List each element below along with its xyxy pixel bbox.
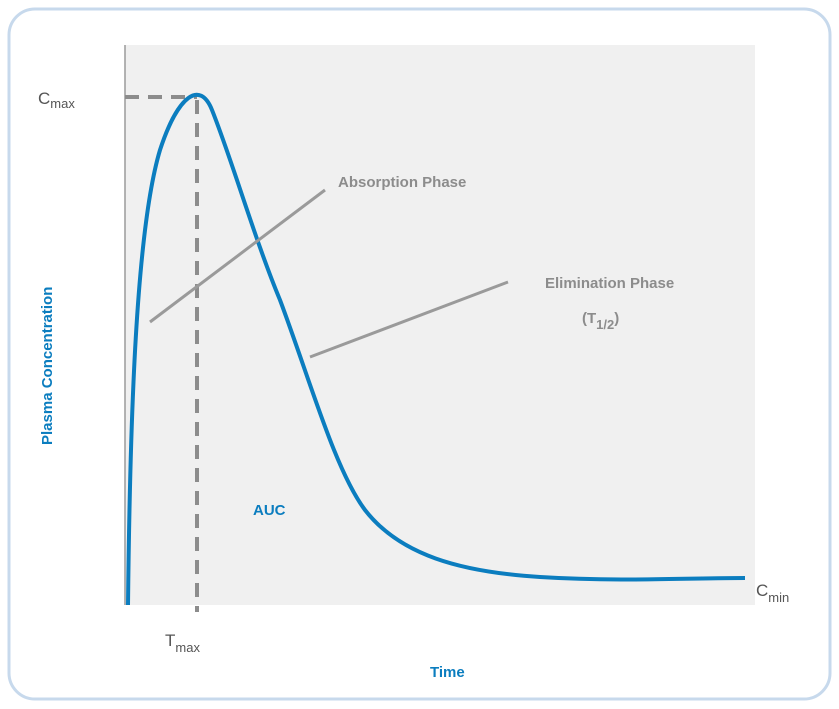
half-life-sub: 1/2	[596, 317, 614, 332]
cmax-symbol: C	[38, 89, 50, 108]
plot-area	[125, 45, 755, 605]
elimination-pointer	[309, 280, 509, 359]
tmax-sub: max	[175, 640, 200, 655]
absorption-label: Absorption Phase	[338, 174, 466, 191]
y-axis-label: Plasma Concentration	[39, 287, 56, 445]
auc-label: AUC	[253, 502, 286, 519]
tmax-symbol: T	[165, 631, 175, 650]
half-life-label: (T1/2)	[582, 310, 619, 332]
cmin-sub: min	[768, 590, 789, 605]
cmax-label: Cmax	[38, 89, 75, 111]
x-axis-label: Time	[430, 664, 465, 681]
absorption-pointer	[149, 188, 326, 324]
half-life-close: )	[614, 310, 619, 327]
tmax-label: Tmax	[165, 631, 200, 655]
elimination-label: Elimination Phase	[545, 275, 674, 292]
concentration-curve	[126, 92, 746, 606]
cmin-label: Cmin	[756, 581, 789, 605]
cmax-sub: max	[50, 96, 75, 111]
half-life-open: (T	[582, 310, 596, 327]
cmin-symbol: C	[756, 581, 768, 600]
